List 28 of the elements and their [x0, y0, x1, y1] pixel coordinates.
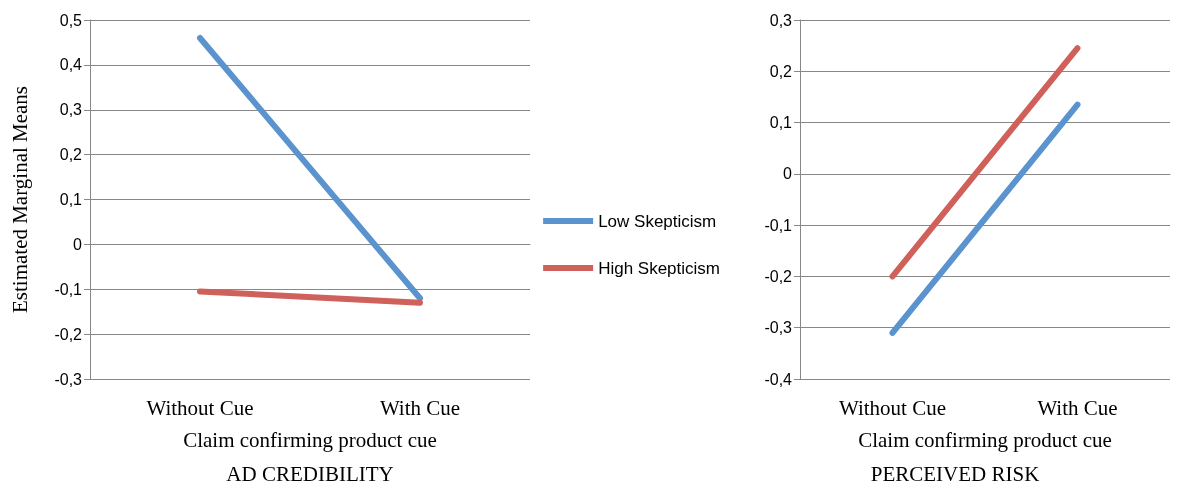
y-tick-label: 0,1 [769, 114, 793, 132]
x-axis-title: Claim confirming product cue [183, 427, 437, 452]
y-tick-label: -0,3 [764, 319, 793, 337]
y-tick-label: 0 [783, 165, 793, 183]
x-tick-label: With Cue [1037, 395, 1118, 420]
y-tick-label: 0 [73, 235, 83, 253]
x-tick-label: With Cue [379, 395, 461, 420]
y-tick-label: -0,2 [54, 325, 83, 343]
y-tick-label: 0,2 [59, 146, 83, 164]
y-tick-label: 0,4 [59, 56, 83, 74]
y-tick-label: 0,3 [769, 11, 793, 29]
text: AD CREDIBILITY [226, 461, 394, 486]
y-tick-label: 0,3 [59, 101, 83, 119]
y-axis-title: Estimated Marginal Means [7, 85, 32, 314]
y-tick-label: -0,4 [764, 370, 793, 388]
y-tick-label: -0,2 [764, 267, 793, 285]
x-axis-title: Claim confirming product cue [858, 427, 1112, 452]
x-tick-label: Without Cue [838, 395, 947, 420]
y-tick-label: -0,1 [54, 280, 83, 298]
x-tick-label: Without Cue [146, 395, 254, 420]
text: PERCEIVED RISK [870, 461, 1040, 486]
y-tick-label: 0,1 [59, 191, 83, 208]
y-tick-label: -0,3 [54, 370, 83, 388]
y-tick-label: 0,5 [59, 11, 83, 29]
legend-label: High Skepticism [598, 258, 720, 278]
y-tick-label: 0,2 [769, 62, 793, 80]
y-tick-label: -0,1 [764, 216, 793, 234]
legend-label: Low Skepticism [598, 211, 717, 231]
